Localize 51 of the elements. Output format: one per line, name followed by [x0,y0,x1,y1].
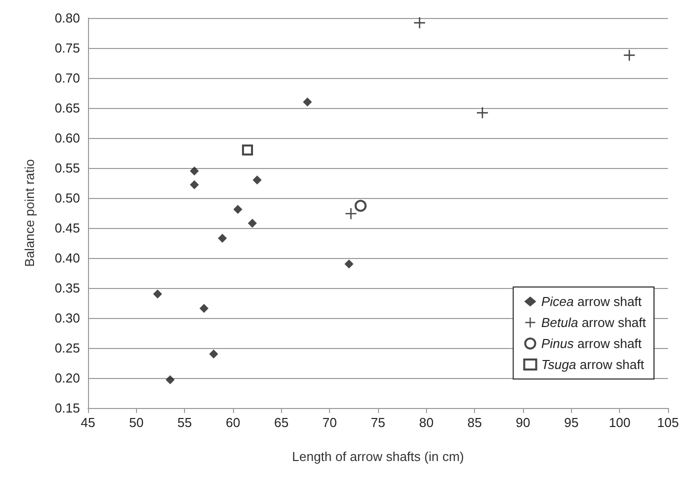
point [345,208,356,220]
point [248,218,257,228]
y-tick-label: 0.60 [54,130,80,146]
y-tick-label: 0.45 [54,220,80,236]
x-tick-label: 55 [177,415,192,430]
point [242,144,253,156]
x-tick-label: 80 [419,415,434,430]
y-tick-label: 0.15 [54,400,80,416]
y-tick-label: 0.30 [54,310,80,326]
x-tick-label: 60 [226,415,240,430]
y-tick-label: 0.80 [54,10,80,26]
y-axis-title: Balance point ratio [22,159,37,267]
point [624,50,635,61]
point [414,17,426,28]
y-tick-label: 0.55 [54,160,80,176]
x-tick-label: 85 [467,415,482,430]
legend-label: Picea arrow shaft [541,294,642,309]
point [218,234,227,243]
x-tick-label: 105 [657,415,679,430]
point [190,166,199,176]
point [233,204,242,214]
x-tick-label: 75 [370,415,386,430]
y-tick-label: 0.35 [54,280,80,296]
point [302,98,312,106]
x-tick-label: 100 [608,415,631,430]
point [344,260,354,268]
point [354,200,367,212]
y-tick-label: 0.40 [54,250,80,266]
y-tick-label: 0.75 [54,40,80,56]
point [200,304,208,313]
x-tick-label: 95 [564,415,579,430]
x-tick-label: 90 [516,415,530,430]
legend-label: Betula arrow shaft [541,315,646,330]
point [209,350,218,358]
x-axis-title: Length of arrow shafts (in cm) [292,449,464,464]
x-tick-label: 50 [129,415,144,430]
y-tick-label: 0.70 [54,70,80,86]
point [153,290,162,298]
legend-label: Tsuga arrow shaft [541,357,644,372]
point [252,176,262,184]
point [476,107,488,118]
point [190,180,199,190]
y-tick-label: 0.25 [54,340,80,356]
y-tick-label: 0.65 [54,100,80,116]
y-tick-label: 0.20 [54,370,80,386]
legend-label: Pinus arrow shaft [541,336,642,351]
x-tick-label: 45 [80,415,96,430]
point [166,375,175,384]
x-tick-label: 70 [322,415,337,430]
y-tick-label: 0.50 [54,190,80,206]
x-tick-label: 65 [274,415,289,430]
